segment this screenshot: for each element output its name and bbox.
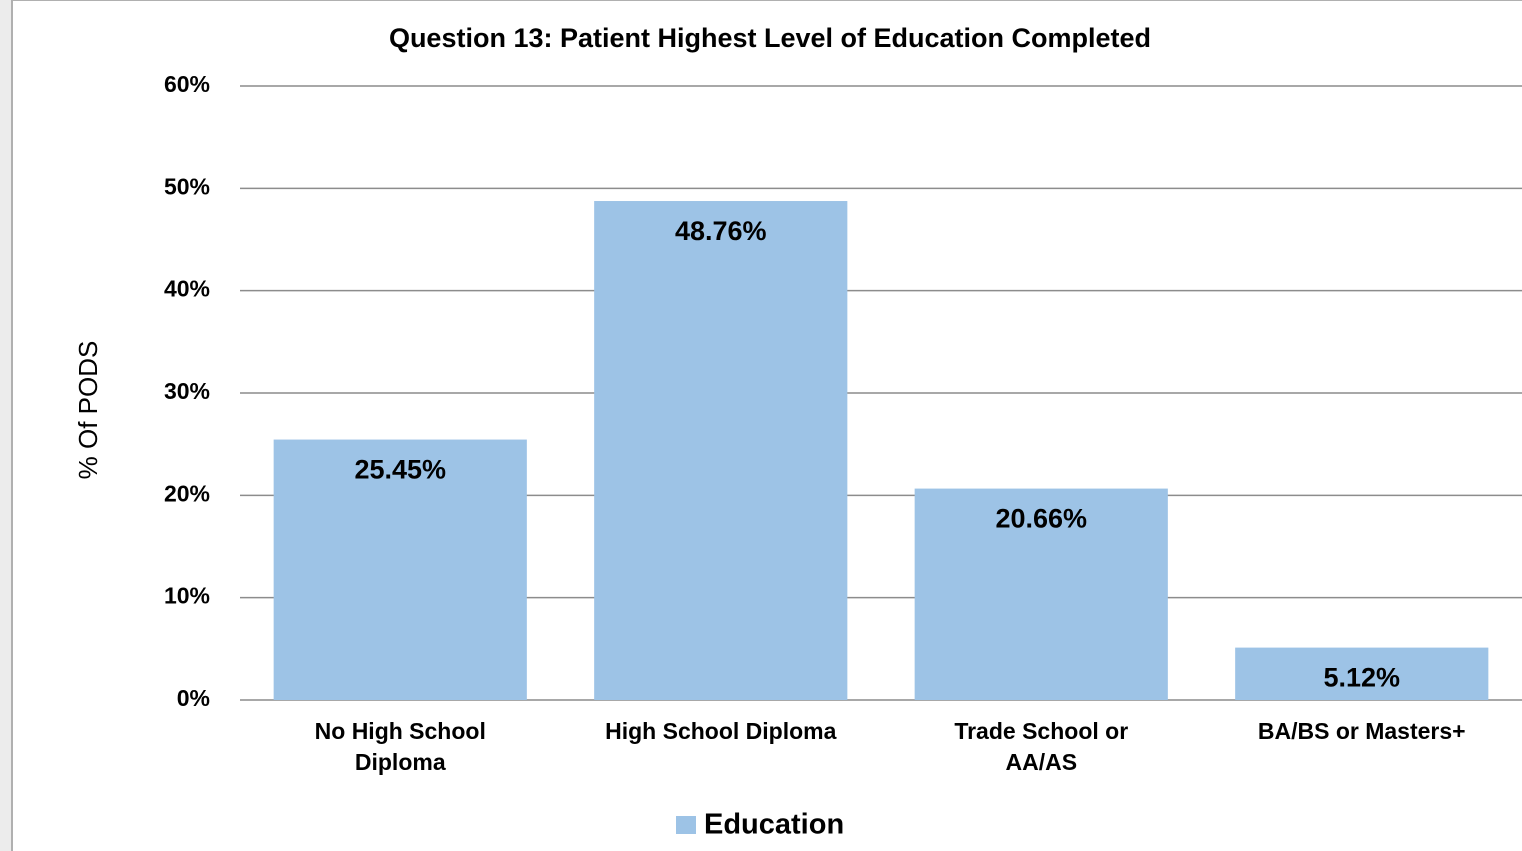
y-tick-label: 10% bbox=[164, 583, 210, 609]
chart-title: Question 13: Patient Highest Level of Ed… bbox=[389, 23, 1151, 53]
bar bbox=[594, 201, 848, 701]
x-tick-label: BA/BS or Masters+ bbox=[1257, 718, 1466, 744]
x-tick-label: No High School Diploma bbox=[314, 718, 486, 775]
data-label: 48.76% bbox=[675, 216, 767, 246]
y-tick-label: 60% bbox=[164, 71, 210, 97]
x-tick-label: Trade School or AA/AS bbox=[954, 718, 1129, 775]
bar bbox=[1235, 647, 1489, 700]
y-tick-label: 20% bbox=[164, 480, 210, 506]
legend-label: Education bbox=[704, 809, 844, 841]
y-tick-label: 40% bbox=[164, 276, 210, 302]
y-tick-label: 0% bbox=[177, 685, 210, 711]
x-tick-label-box: Trade School or AA/AS bbox=[954, 718, 1129, 775]
data-label: 25.45% bbox=[354, 455, 446, 485]
bar bbox=[273, 439, 527, 700]
x-tick-label-box: No High School Diploma bbox=[314, 718, 486, 775]
x-tick-label-box: High School Diploma bbox=[605, 718, 837, 744]
data-label: 5.12% bbox=[1323, 663, 1400, 693]
y-tick-label: 30% bbox=[164, 378, 210, 404]
x-tick-label-box: BA/BS or Masters+ bbox=[1257, 718, 1466, 744]
bar bbox=[914, 488, 1168, 700]
legend-swatch bbox=[676, 816, 696, 834]
y-axis-label: % Of PODS bbox=[73, 341, 103, 480]
data-label: 20.66% bbox=[995, 504, 1087, 534]
x-tick-label: High School Diploma bbox=[605, 718, 837, 744]
y-tick-label: 50% bbox=[164, 173, 210, 199]
